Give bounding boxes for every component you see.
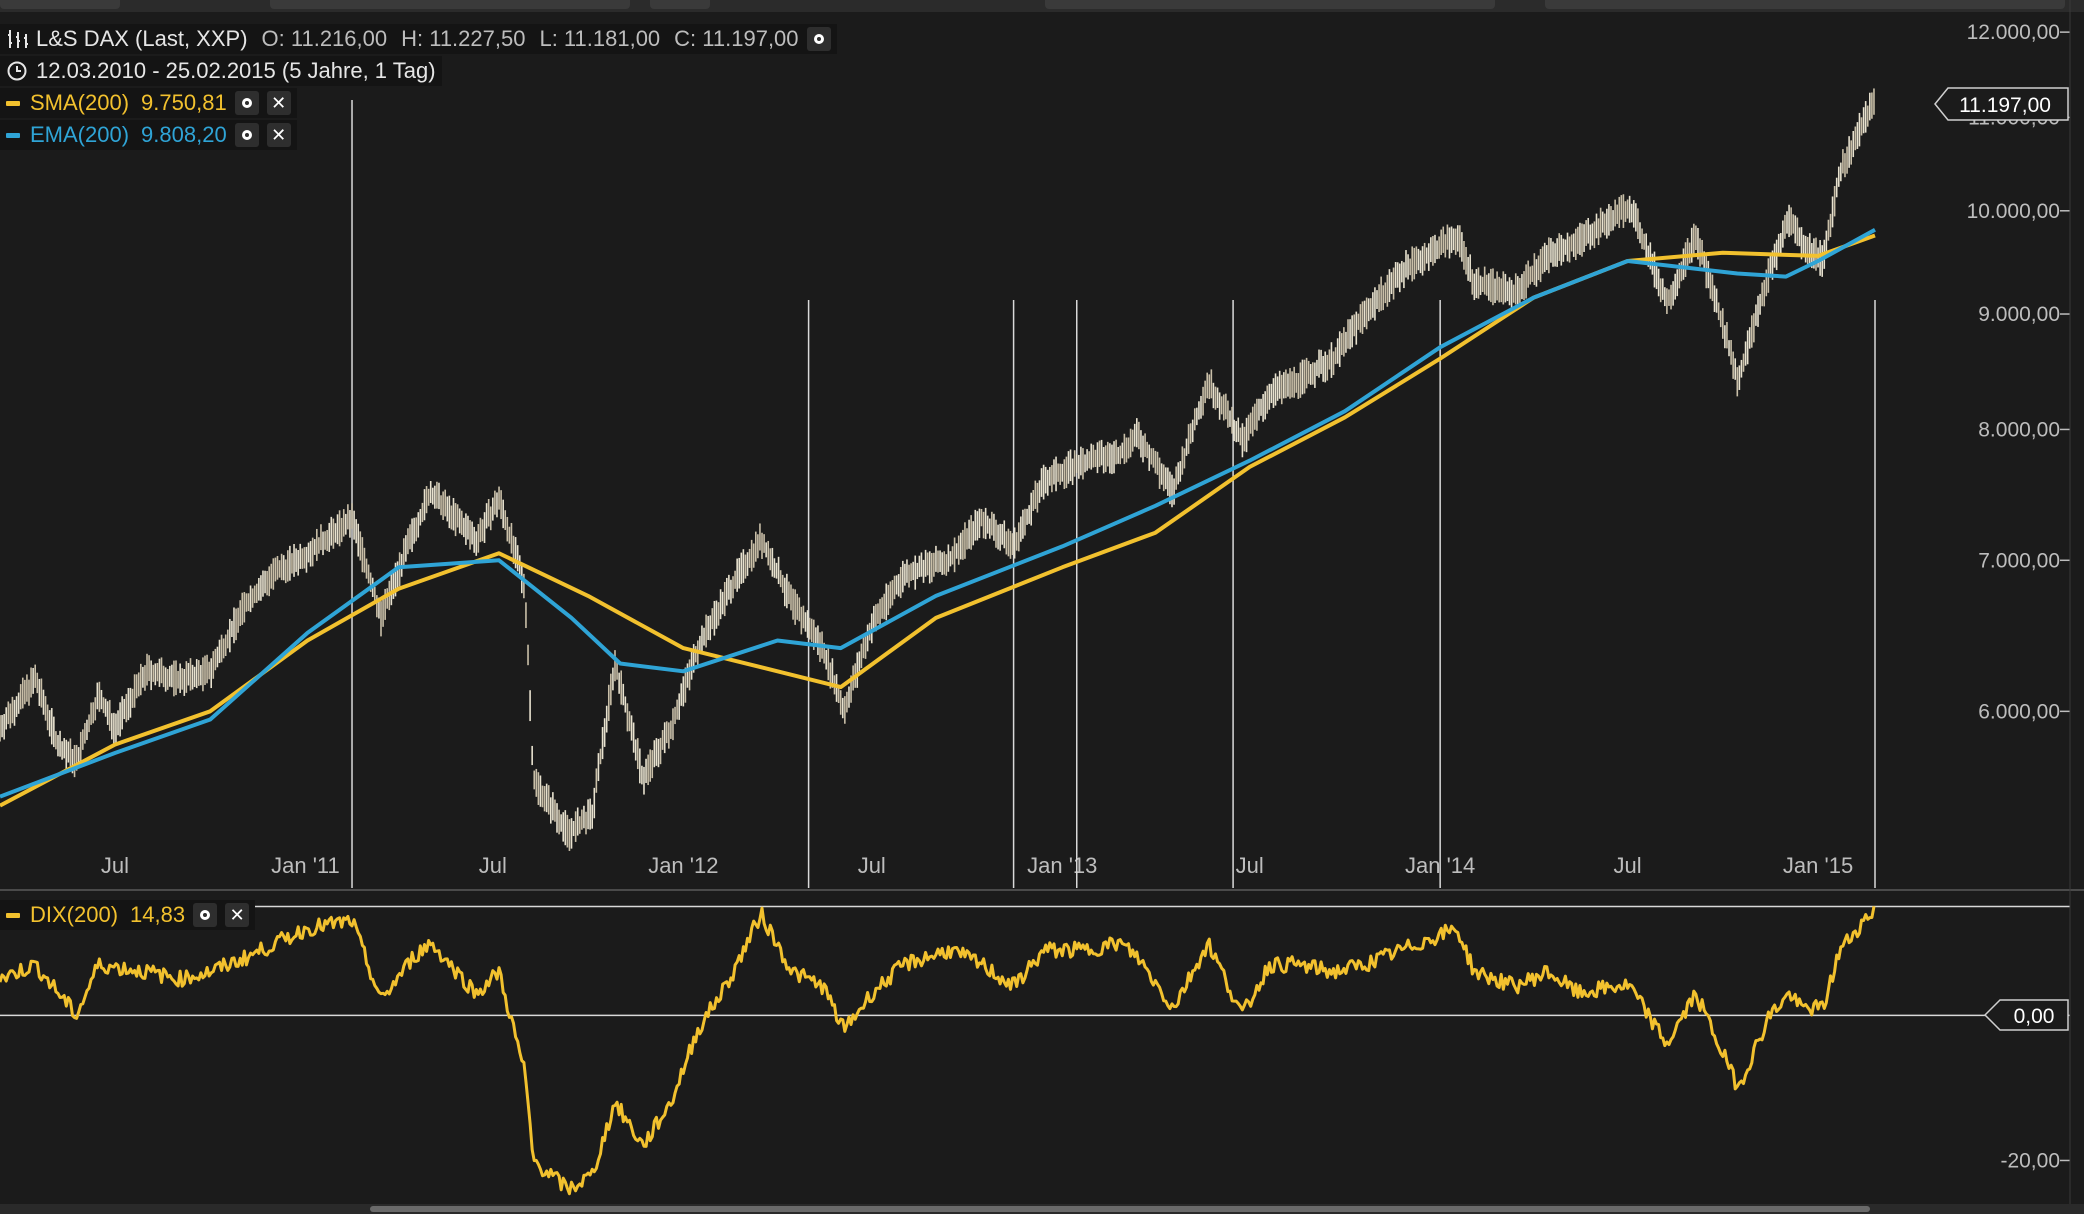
sma-legend: SMA(200) 9.750,81 ✕ [0,88,297,118]
dix-swatch [6,912,20,918]
toolbar-tab[interactable] [650,0,710,9]
dix-zero-tag: 0,00 [1983,999,2069,1031]
x-tick-label: Jul [101,853,129,878]
x-tick-label: Jan '12 [648,853,718,878]
toolbar-tab[interactable] [1545,0,2065,9]
close-x-icon[interactable]: ✕ [266,91,291,115]
circle-settings-icon[interactable] [234,123,259,147]
ohlc-open: O: 11.216,00 [261,26,388,51]
ema-value: 9.808,20 [141,122,227,147]
dix-line [0,906,1876,1196]
sma-name: SMA(200) [30,90,130,115]
y-tick-label: 6.000,00 [1978,700,2060,723]
horizontal-scrollbar[interactable] [0,1204,2084,1214]
y-tick-label: 12.000,00 [1967,21,2060,44]
main-plot-series [0,88,1876,851]
x-tick-label: Jul [479,853,507,878]
circle-settings-icon[interactable] [806,27,831,51]
period-legend: 12.03.2010 - 25.02.2015 (5 Jahre, 1 Tag) [0,56,442,86]
sma-value: 9.750,81 [141,90,227,115]
main-y-axis: 6.000,00 7.000,00 8.000,00 9.000,00 10.000,0… [1967,21,2070,723]
bar-chart-icon [8,30,28,48]
x-tick-label: Jan '15 [1783,853,1853,878]
toolbar-tab[interactable] [270,0,630,9]
clock-icon [7,61,27,81]
close-x-icon[interactable]: ✕ [225,903,250,927]
dix-value: 14,83 [130,902,186,927]
y-tick-label: 10.000,00 [1967,200,2060,223]
ema-line [0,228,1876,799]
ohlc-high: H: 11.227,50 [401,26,526,51]
close-x-icon[interactable]: ✕ [266,123,291,147]
x-tick-label: Jan '13 [1027,853,1097,878]
x-tick-label: Jul [1236,853,1264,878]
instrument-name: L&S DAX (Last, XXP) [36,26,248,51]
x-tick-label: Jan '11 [271,853,340,878]
ohlc-close: C: 11.197,00 [674,26,799,51]
sma-line [0,233,1876,808]
sma-swatch [6,100,20,106]
ohlc-low: L: 11.181,00 [539,26,661,51]
dix-name: DIX(200) [30,902,119,927]
ema-swatch [6,132,20,138]
ema-name: EMA(200) [30,122,130,147]
x-tick-label: Jul [1613,853,1641,878]
x-tick-label: Jul [858,853,886,878]
toolbar-tab[interactable] [0,0,120,9]
dix-zero-tag-label: 0,00 [2014,1005,2055,1028]
top-toolbar-strip [0,0,2084,12]
y-tick-label: 9.000,00 [1978,303,2060,326]
scrollbar-thumb[interactable] [370,1206,1870,1212]
dix-y-tick-label: -20,00 [2000,1149,2060,1172]
circle-settings-icon[interactable] [234,91,259,115]
price-tag: 11.197,00 [1934,87,2069,121]
price-tag-label: 11.197,00 [1959,94,2051,117]
instrument-legend: L&S DAX (Last, XXP) O: 11.216,00 H: 11.2… [0,24,837,54]
ema-legend: EMA(200) 9.808,20 ✕ [0,120,297,150]
toolbar-tab[interactable] [1045,0,1495,9]
dix-subplot: -20,00 [0,905,2070,1196]
circle-settings-icon[interactable] [193,903,218,927]
x-axis: Jul Jan '11 Jul Jan '12 Jul Jan '13 Jul Jan '14… [101,853,1853,878]
period-text: 12.03.2010 - 25.02.2015 (5 Jahre, 1 Tag) [36,58,436,83]
y-tick-label: 8.000,00 [1978,418,2060,441]
dix-legend: DIX(200) 14,83 ✕ [0,900,256,930]
y-tick-label: 7.000,00 [1978,549,2060,572]
vertical-markers [351,100,1876,888]
